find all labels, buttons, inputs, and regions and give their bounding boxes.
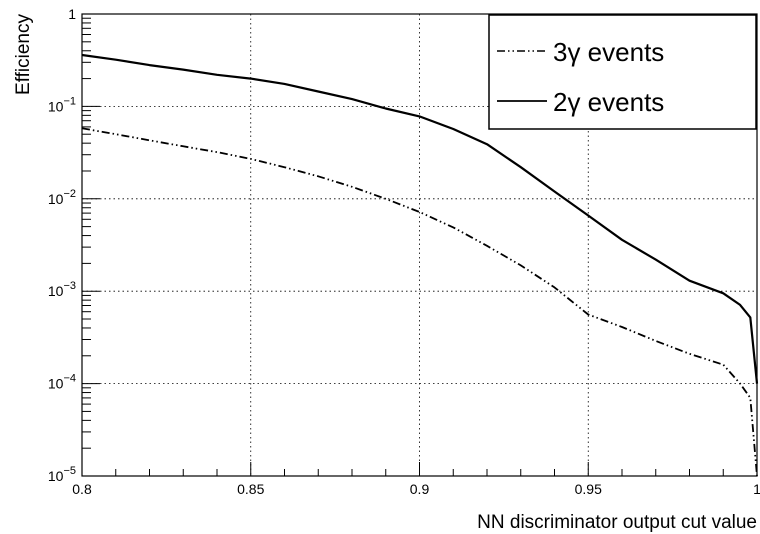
x-tick-label: 0.8 bbox=[72, 481, 92, 497]
x-tick-label: 0.95 bbox=[575, 481, 602, 497]
x-tick-label: 0.9 bbox=[410, 481, 430, 497]
x-axis-title: NN discriminator output cut value bbox=[477, 512, 757, 533]
legend-label-3gamma: 3γ events bbox=[553, 37, 664, 67]
x-tick-label: 0.85 bbox=[237, 481, 264, 497]
y-tick-label: 1 bbox=[68, 6, 76, 22]
x-tick-label: 1 bbox=[753, 481, 760, 497]
y-axis-title: Efficiency bbox=[13, 14, 34, 95]
legend-label-2gamma: 2γ events bbox=[553, 87, 664, 117]
legend: 3γ events 2γ events bbox=[489, 15, 756, 129]
